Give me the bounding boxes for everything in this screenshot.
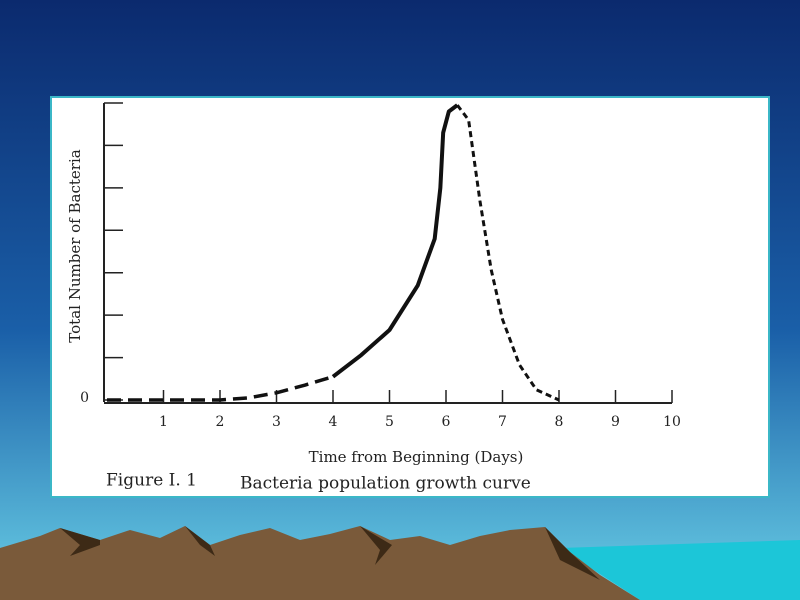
mountain-shadow [360,526,392,565]
y-axis-label: Total Number of Bacteria [66,149,84,342]
figure-label: Figure I. 1 [106,471,197,491]
mountains [0,526,640,600]
chart-title: Bacteria population growth curve [240,474,531,494]
curve [456,104,560,402]
curve [107,374,334,402]
water [560,540,800,600]
x-tick-label: 9 [611,414,620,430]
mountain-shadow [185,526,215,556]
plot: 0 1 2 3 4 5 6 7 8 9 10 [80,102,681,430]
x-tick-label: 7 [498,414,507,430]
mountain-shadow [60,528,100,556]
x-tick-label: 10 [663,414,681,430]
x-tick-label: 2 [216,414,225,430]
x-tick-label: 3 [272,414,281,430]
x-tick-label: 6 [442,414,451,430]
x-axis-label: Time from Beginning (Days) [309,448,524,466]
x-tick-label: 5 [385,414,394,430]
y-tick-label: 0 [80,390,89,406]
x-tick-label: 4 [329,414,338,430]
curve [331,103,459,379]
x-tick-label: 1 [159,414,168,430]
x-tick-label: 8 [555,414,564,430]
